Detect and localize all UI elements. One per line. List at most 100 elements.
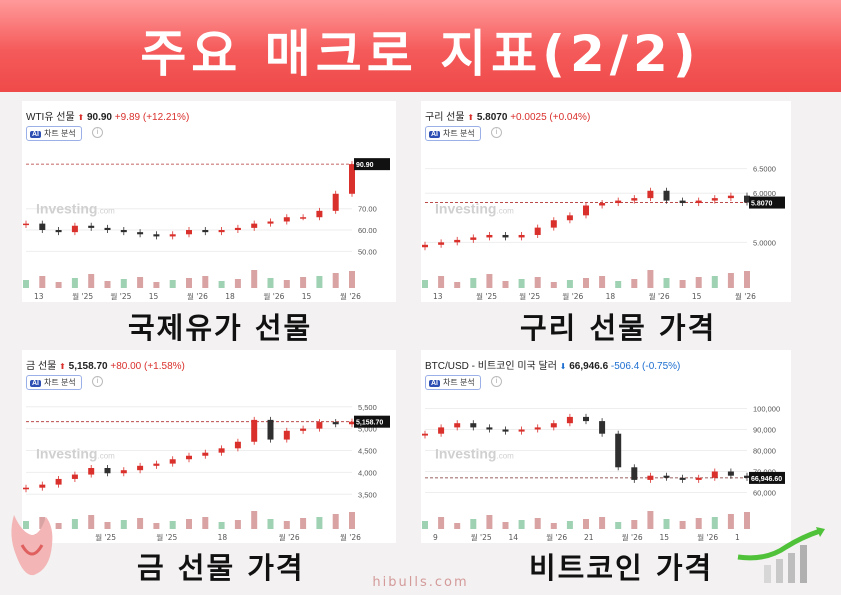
last-price: 90.90 xyxy=(84,112,115,123)
quote-header: WTI유 선물 ⬆ 90.90 +9.89 (+12.21%) xyxy=(26,108,189,123)
x-tick-label: 15 xyxy=(660,533,670,542)
x-tick-label: 21 xyxy=(584,533,594,542)
x-tick-label: 13 xyxy=(34,292,44,301)
caption-copper: 구리 선물 가격 xyxy=(520,311,717,345)
volume-bar xyxy=(502,281,509,288)
candle xyxy=(39,223,46,231)
candle xyxy=(534,227,541,235)
candle xyxy=(615,433,622,468)
volume-bar xyxy=(695,518,702,529)
info-icon[interactable]: i xyxy=(491,127,502,138)
volume-bar xyxy=(583,519,589,529)
x-tick-label: 월 '26 xyxy=(279,532,300,542)
candle xyxy=(186,230,192,235)
chart-panel-copper: 구리 선물 ⬆ 5.8070 +0.0025 (+0.04%) AI 차트 분석 i 6… xyxy=(421,101,791,302)
info-icon[interactable]: i xyxy=(92,127,103,138)
y-tick-label: 3,500 xyxy=(358,490,377,499)
candle xyxy=(631,467,638,480)
ai-button-label: 차트 분석 xyxy=(44,378,76,387)
candle xyxy=(486,234,493,238)
candle xyxy=(518,429,525,432)
info-icon[interactable]: i xyxy=(491,376,502,387)
volume-bar xyxy=(711,276,718,288)
candle xyxy=(202,452,209,456)
candle xyxy=(454,423,461,428)
ai-icon: AI xyxy=(429,131,440,138)
investing-watermark: Investing.com xyxy=(435,446,514,462)
quote-header: 구리 선물 ⬆ 5.8070 +0.0025 (+0.04%) xyxy=(425,108,590,123)
candle xyxy=(566,215,573,221)
volume-bar xyxy=(679,521,686,529)
ai-button-label: 차트 분석 xyxy=(443,129,475,138)
candle xyxy=(663,190,670,201)
ai-chart-analysis-button[interactable]: AI 차트 분석 xyxy=(425,126,481,141)
info-icon[interactable]: i xyxy=(92,376,103,387)
volume-bar xyxy=(566,280,573,288)
volume-bar xyxy=(438,276,445,288)
investing-watermark: Investing.com xyxy=(36,446,115,462)
candle xyxy=(349,421,355,425)
current-price-badge xyxy=(749,196,785,209)
volume-bar xyxy=(23,521,29,529)
candle xyxy=(137,465,144,471)
volume-bar xyxy=(744,271,750,288)
ai-chart-analysis-button[interactable]: AI 차트 분석 xyxy=(26,375,82,390)
volume-bar xyxy=(88,274,95,288)
x-tick-label: 18 xyxy=(225,292,235,301)
x-tick-label: 월 '26 xyxy=(562,291,583,301)
current-price-label: 5,158.70 xyxy=(356,420,383,427)
ai-chart-analysis-button[interactable]: AI 차트 분석 xyxy=(425,375,481,390)
instrument-name: 구리 선물 xyxy=(425,112,468,123)
last-price: 5,158.70 xyxy=(65,361,111,372)
candle xyxy=(218,448,225,453)
price-change: +9.89 (+12.21%) xyxy=(114,112,190,123)
volume-bar xyxy=(234,520,241,529)
investing-watermark: Investing.com xyxy=(36,201,115,217)
investing-watermark: Investing.com xyxy=(435,201,514,217)
instrument-name: WTI유 선물 xyxy=(26,112,78,123)
candle xyxy=(599,421,606,434)
instrument-name: BTC/USD - 비트코인 미국 달러 xyxy=(425,361,560,372)
candle xyxy=(218,230,225,233)
candle xyxy=(332,422,339,425)
volume-bar xyxy=(349,271,355,288)
volume-bar xyxy=(550,282,557,288)
x-tick-label: 월 '25 xyxy=(519,291,540,301)
candle xyxy=(88,225,95,228)
volume-bar xyxy=(454,282,461,288)
price-chart: 5,5005,0004,5004,0003,500Investing.com1월… xyxy=(23,403,390,542)
x-tick-label: 월 '26 xyxy=(340,291,361,301)
volume-bar xyxy=(615,281,622,288)
ai-chart-analysis-button[interactable]: AI 차트 분석 xyxy=(26,126,82,141)
volume-bar xyxy=(169,280,176,288)
candle xyxy=(300,428,307,431)
candle xyxy=(518,234,525,238)
candle xyxy=(153,234,160,237)
volume-bar xyxy=(202,276,209,288)
volume-bar xyxy=(300,518,307,529)
arrow-up-icon: ⬆ xyxy=(467,113,475,122)
volume-bar xyxy=(316,276,323,288)
price-chart: 100,00090,00080,00070,00060,000Investing… xyxy=(422,405,785,542)
volume-bar xyxy=(486,515,493,529)
candle xyxy=(316,210,323,218)
candle xyxy=(23,223,29,226)
volume-bar xyxy=(316,517,323,529)
ai-button-label: 차트 분석 xyxy=(443,378,475,387)
volume-bar xyxy=(55,523,62,529)
x-tick-label: 14 xyxy=(509,533,519,542)
y-tick-label: 100,000 xyxy=(753,405,780,414)
candle xyxy=(55,230,62,233)
y-tick-label: 6.5000 xyxy=(753,165,776,174)
page-title: 주요 매크로 지표(2/2) xyxy=(140,25,701,83)
volume-bar xyxy=(39,276,46,288)
volume-bar xyxy=(534,518,541,529)
y-tick-label: 5,500 xyxy=(358,403,377,412)
candle xyxy=(583,416,589,422)
candle xyxy=(502,429,509,432)
volume-bar xyxy=(71,519,78,529)
candle xyxy=(744,475,750,478)
volume-bar xyxy=(566,521,573,529)
candle xyxy=(695,200,702,204)
price-change: +0.0025 (+0.04%) xyxy=(510,112,591,123)
